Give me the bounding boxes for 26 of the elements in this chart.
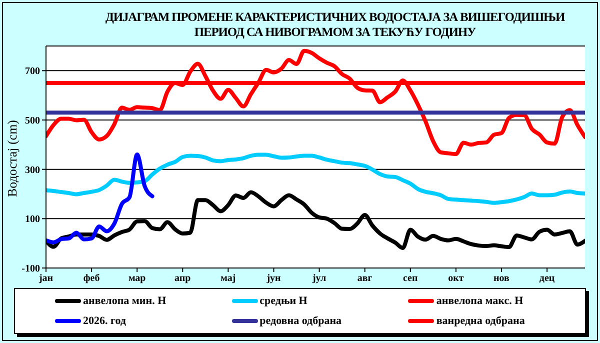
x-tick-label: апр	[174, 273, 192, 284]
x-tick-label: сеп	[403, 273, 418, 284]
x-tick-label: нов	[494, 273, 510, 284]
x-tick-label: јул	[311, 273, 327, 284]
line-series	[46, 152, 154, 244]
x-tick-label: мај	[220, 273, 236, 284]
y-tick-label: -100	[22, 264, 40, 275]
x-tick-label: окт	[448, 273, 464, 284]
legend-label: анвелопа макс. Н	[436, 295, 524, 307]
legend-label: анвелопа мин. Н	[83, 295, 166, 307]
y-tick-label: 700	[25, 66, 40, 78]
y-tick-label: 300	[25, 164, 40, 176]
x-tick-label: феб	[83, 273, 100, 284]
y-tick-label: 100	[25, 214, 40, 226]
x-tick-label: авг	[357, 273, 373, 284]
x-tick-label: дец	[539, 273, 555, 284]
y-axis-title: Водостај (cm)	[4, 120, 20, 197]
chart-title: ДИЈАГРАМ ПРОМЕНЕ КАРАКТЕРИСТИЧНИХ ВОДОСТАЈА ЗА ВИШЕГОДИШЊИ ПЕРИОД СА НИВОГРАМОМ ЗА ТЕКУЋУ ГОДИНУ	[104, 10, 566, 40]
legend-label: 2026. год	[83, 315, 126, 327]
legend-label: средњи Н	[260, 295, 308, 307]
x-tick-label: јан	[38, 273, 54, 284]
legend-label: ванредна одбрана	[436, 315, 525, 327]
legend-label: редовна одбрана	[260, 315, 342, 327]
x-tick-label: јун	[266, 273, 282, 284]
y-tick-label: 500	[25, 116, 40, 127]
x-tick-label: мар	[128, 273, 146, 284]
